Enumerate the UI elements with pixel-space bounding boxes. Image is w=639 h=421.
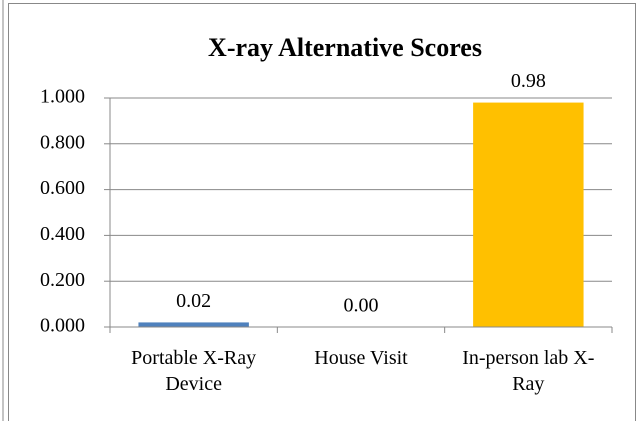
y-tick-label: 0.800 <box>40 131 85 153</box>
y-tick-label: 0.200 <box>40 269 85 291</box>
x-tick-label: In-person lab X-Ray <box>462 347 595 395</box>
y-tick-label: 1.000 <box>40 86 85 108</box>
data-label: 0.98 <box>511 70 546 92</box>
y-tick-label: 0.400 <box>40 223 85 245</box>
chart-title: X-ray Alternative Scores <box>208 33 482 62</box>
bar <box>473 102 584 327</box>
y-tick-label: 0.000 <box>40 315 85 337</box>
x-tick-label: House Visit <box>314 347 408 369</box>
data-label: 0.02 <box>176 290 211 312</box>
y-tick-label: 0.600 <box>40 177 85 199</box>
x-tick-label: Portable X-Ray Device <box>131 347 257 395</box>
bar <box>138 322 249 327</box>
chart-border <box>8 3 636 421</box>
data-label: 0.00 <box>344 295 379 317</box>
